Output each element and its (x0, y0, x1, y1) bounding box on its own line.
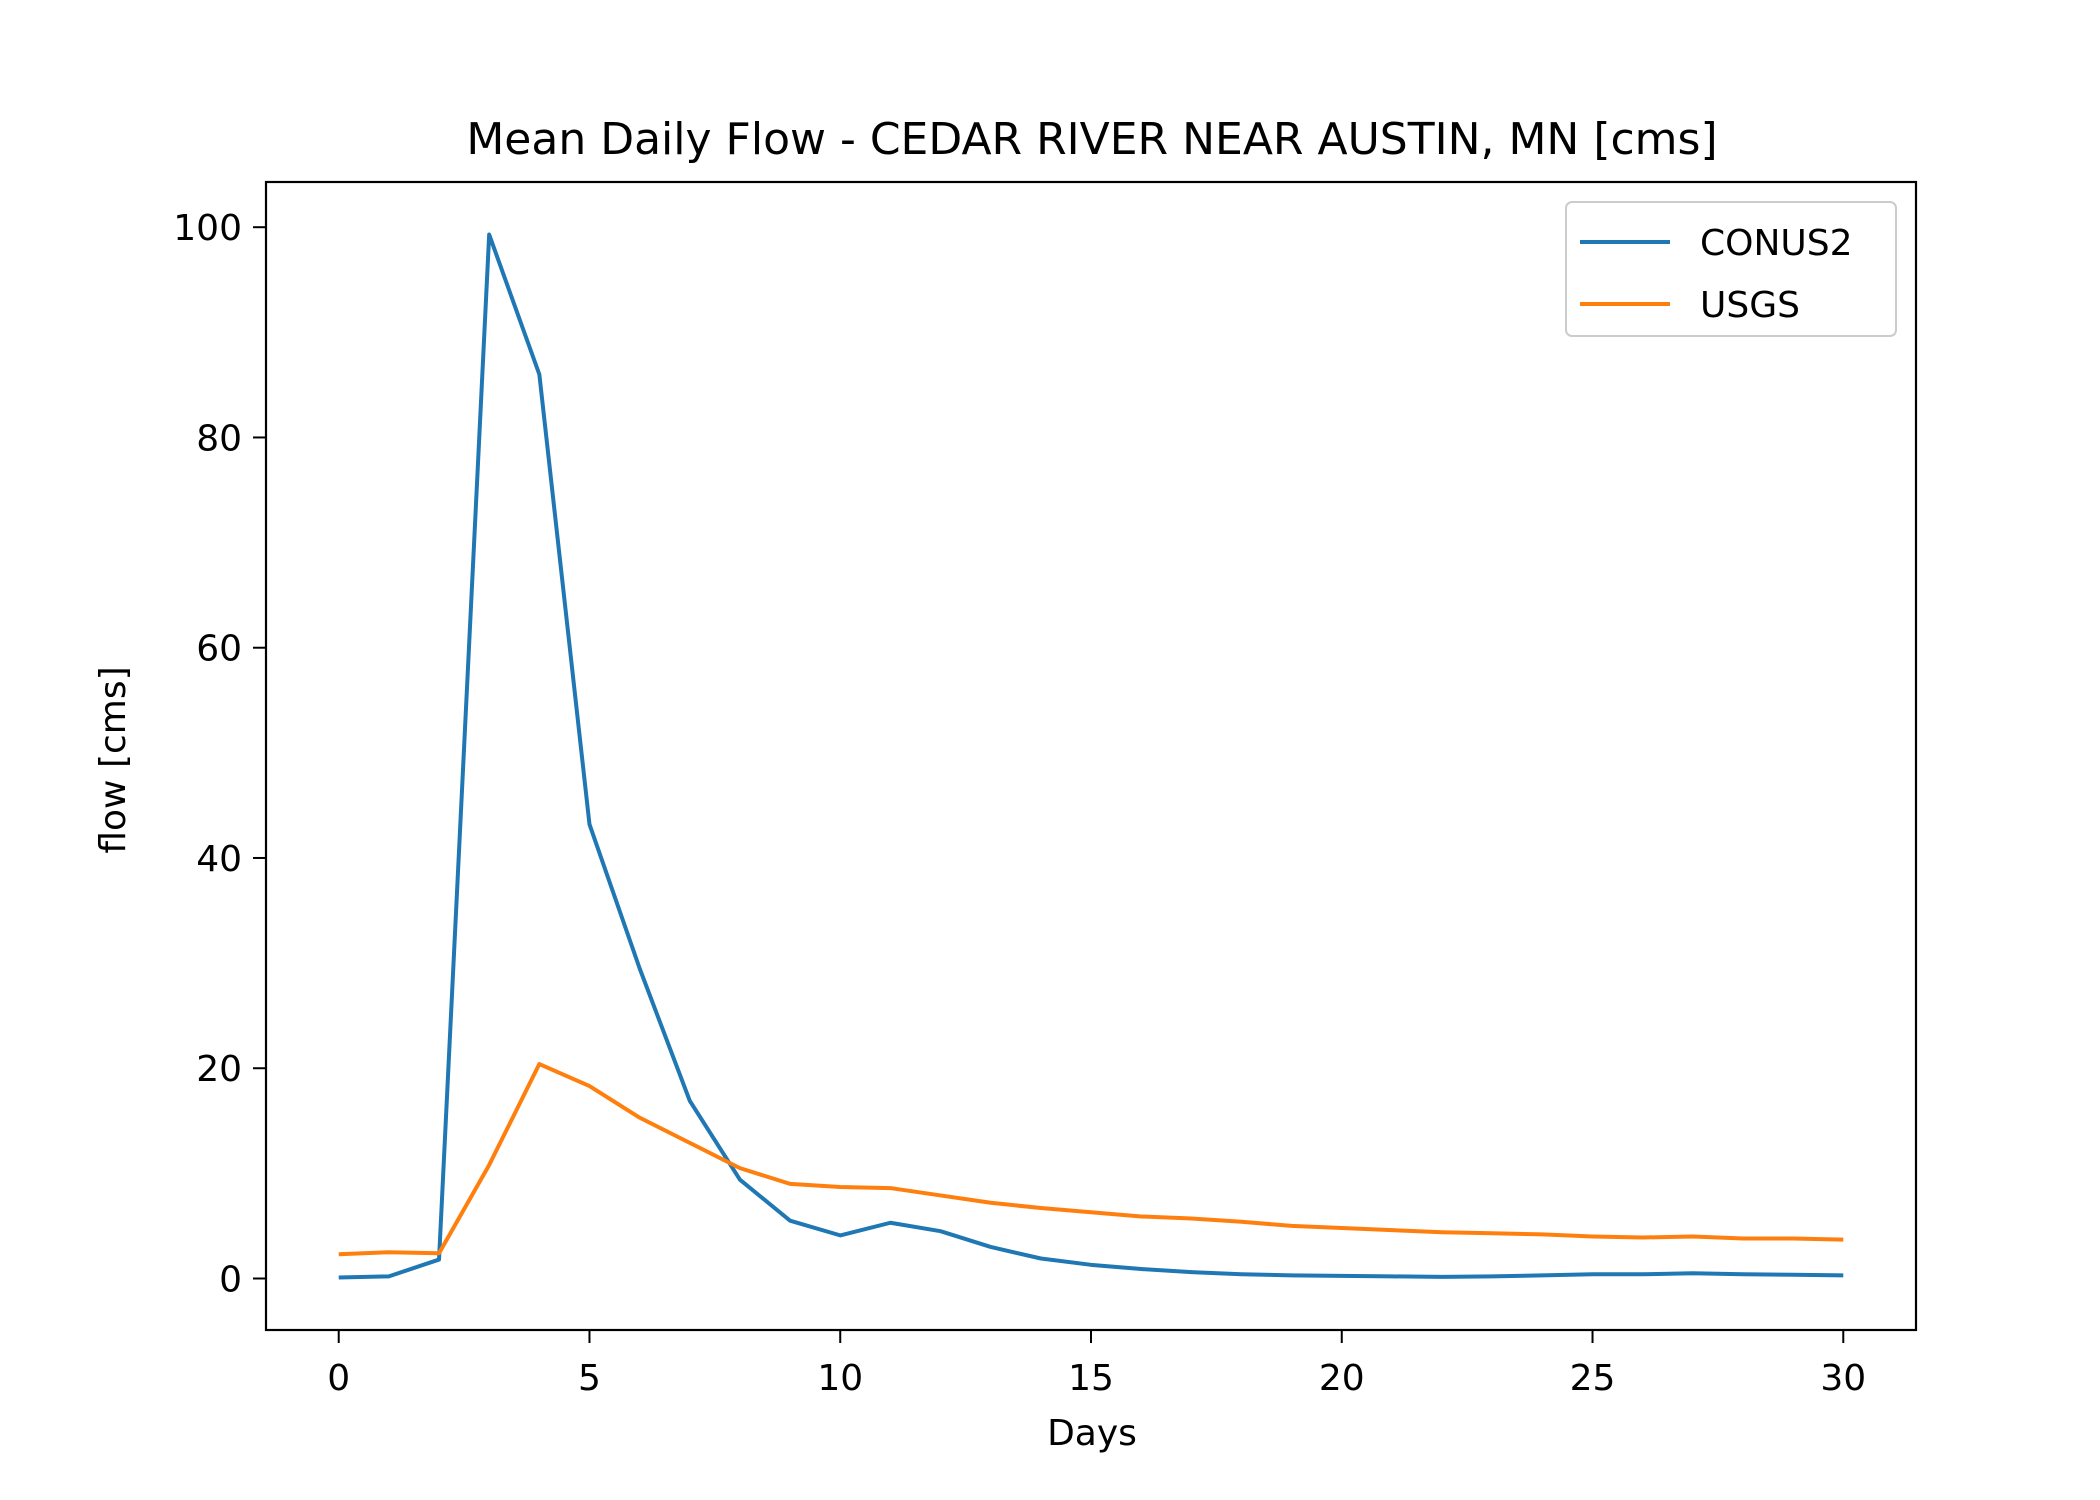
y-tick-label: 60 (196, 629, 242, 670)
y-tick-label: 0 (219, 1259, 242, 1300)
legend: CONUS2 USGS (1565, 201, 1897, 337)
legend-label-usgs: USGS (1700, 285, 1800, 326)
x-tick-label: 10 (817, 1358, 863, 1399)
x-axis-label: Days (1047, 1413, 1137, 1454)
x-tick-label: 20 (1319, 1358, 1365, 1399)
x-tick-label: 15 (1068, 1358, 1114, 1399)
legend-label-conus2: CONUS2 (1700, 223, 1853, 264)
x-tick-label: 5 (578, 1358, 601, 1399)
y-tick-label: 80 (196, 418, 242, 459)
series-line-conus2 (338, 232, 1844, 1280)
x-tick-label: 0 (327, 1358, 350, 1399)
plot-frame (264, 180, 1918, 1332)
chart-title: Mean Daily Flow - CEDAR RIVER NEAR AUSTI… (466, 114, 1717, 165)
plot-area (264, 180, 1918, 1332)
y-tick-label: 40 (196, 839, 242, 880)
y-tick-label: 20 (196, 1049, 242, 1090)
x-tick-label: 25 (1570, 1358, 1616, 1399)
y-tick-label: 100 (173, 208, 242, 249)
x-tick-label: 30 (1820, 1358, 1866, 1399)
series-line-usgs (338, 1062, 1844, 1257)
y-axis: 0 20 40 60 80 100 (173, 208, 266, 1300)
y-axis-label: flow [cms] (93, 666, 134, 853)
x-axis: 0 5 10 15 20 25 30 (327, 1330, 1866, 1399)
